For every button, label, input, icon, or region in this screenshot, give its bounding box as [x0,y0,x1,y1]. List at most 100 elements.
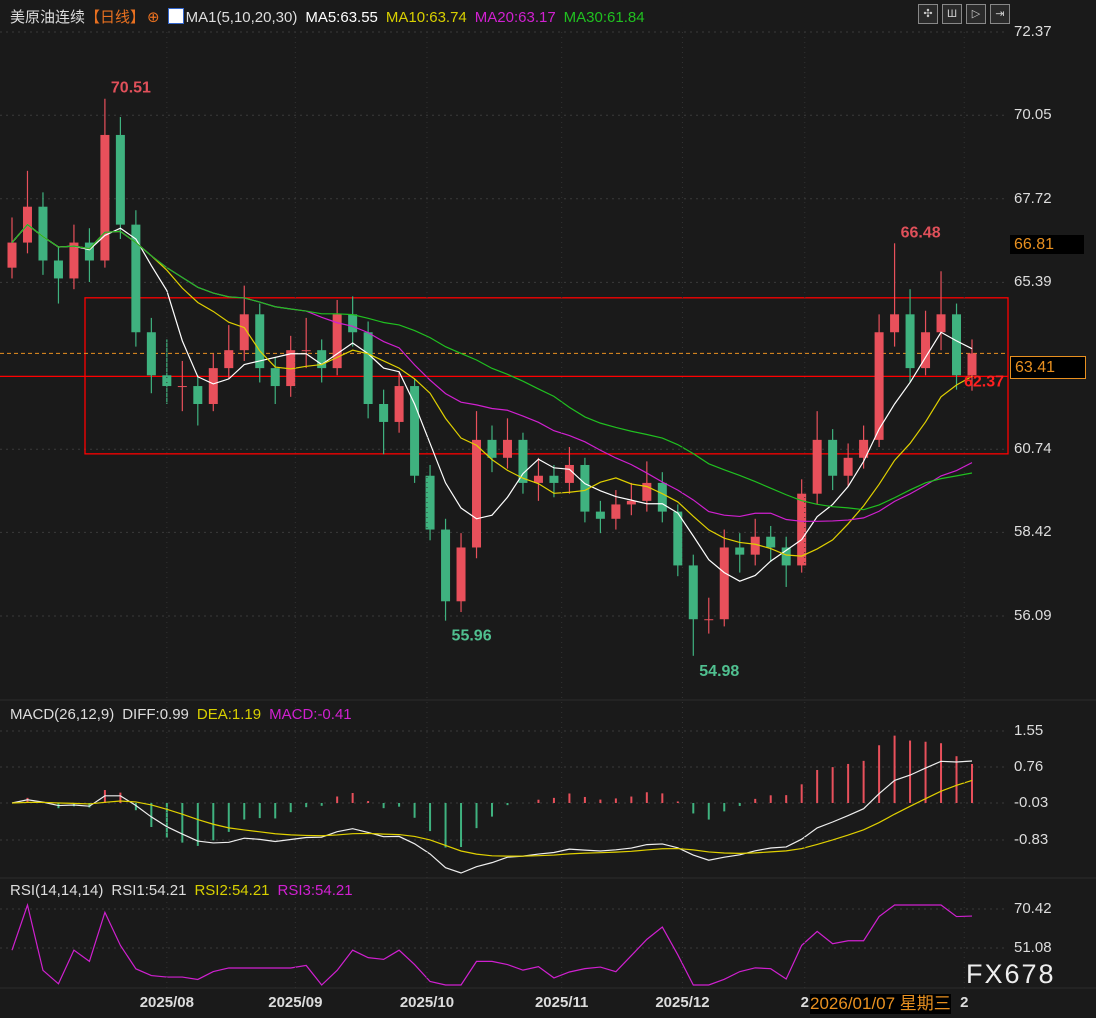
candle-body [441,529,451,602]
crosshair-date-tooltip: 2026/01/07 星期三 [810,994,951,1014]
ma10-line [11,223,973,557]
macd-header: MACD(26,12,9) DIFF:0.99 DEA:1.19 MACD:-0.41 [10,706,360,723]
rsi1-value: RSI1:54.21 [111,882,187,899]
candle-body [905,314,915,369]
candle-body [502,439,512,458]
candle-body [286,350,296,387]
chart-header: 美原油连续【日线】 ⊕ MA1(5,10,20,30) MA5:63.55 MA10:6… [10,6,653,27]
price-annotation: 70.51 [111,80,151,97]
candle-body [533,475,543,483]
macd-tick-label: 0.76 [1014,758,1044,775]
price-tick-label: 65.39 [1014,273,1052,291]
ma10-value: MA10:63.74 [385,9,467,26]
candle-body [549,475,559,483]
price-tick-label: 58.42 [1014,523,1052,541]
last-price-label: 63.41 [1010,356,1087,379]
date-tick-label: 2025/10 [399,994,455,1011]
candle-body [7,242,17,268]
macd-dea-line [11,779,973,857]
ma30-value: MA30:61.84 [563,9,645,26]
macd-tick-label: -0.83 [1014,831,1049,848]
macd-value: MACD:-0.41 [269,706,352,723]
candle-body [348,314,358,333]
candle-body [859,439,869,458]
candle-body [657,482,667,512]
date-tick-label: 2025/11 [534,994,589,1011]
rsi2-value: RSI2:54.21 [194,882,270,899]
zoom-button[interactable]: Ш [942,4,962,24]
macd-diff-line [11,760,973,874]
candle-body [719,547,729,620]
candle-body [595,511,605,519]
candle-body [131,224,141,333]
crosshair-button[interactable]: ✣ [918,4,938,24]
candle-body [363,332,373,404]
settings-icon[interactable]: ⊕ [147,9,160,26]
price-tick-label: 70.05 [1014,106,1052,124]
ma5-value: MA5:63.55 [305,9,378,26]
price-annotation: 55.96 [452,628,492,645]
ma5-line [11,223,973,582]
candle-body [379,403,389,422]
candle-body [564,464,574,483]
macd-diff: DIFF:0.99 [122,706,189,723]
candle-body [580,464,590,512]
candle-body [766,536,776,548]
rsi-tick-label: 51.08 [1014,939,1052,956]
candle-body [425,475,435,530]
candle-body [518,439,528,483]
ma30-line [11,223,973,511]
candle-body [874,332,884,440]
candle-body [115,134,125,225]
ma20-value: MA20:63.17 [474,9,556,26]
candle-body [967,353,977,376]
candle-body [673,511,683,566]
candle-body [84,242,94,261]
candle-body [472,439,482,548]
price-tick-label: 67.72 [1014,189,1052,207]
indicator-icon[interactable] [167,8,184,24]
date-tick-label: 2025/12 [655,994,710,1011]
period-label[interactable]: 【日线】 [85,9,146,26]
play-button[interactable]: ▷ [966,4,986,24]
candle-body [812,439,822,494]
macd-tick-label: 1.55 [1014,722,1044,739]
candle-body [626,500,636,505]
macd-name: MACD(26,12,9) [10,706,115,723]
price-tick-label: 60.74 [1014,440,1052,458]
marker-price-label: 66.81 [1010,235,1085,254]
candle-body [921,332,931,369]
candle-body [162,375,172,387]
candle-body [53,260,63,279]
candle-body [224,350,234,369]
candle-body [781,547,791,566]
candle-body [936,314,946,333]
price-tick-label: 56.09 [1014,607,1052,624]
candle-body [410,386,420,476]
candle-body [255,314,265,369]
candle-body [735,547,745,555]
candle-body [456,547,466,602]
macd-tick-label: -0.03 [1014,794,1049,811]
candle-body [38,206,48,261]
watermark: FX678 [966,959,1056,989]
date-tick-label: 2 [800,994,809,1011]
candle-body [317,350,327,369]
ma20-line [11,223,973,522]
candle-body [642,482,652,501]
candle-body [177,386,187,388]
forward-button[interactable]: ⇥ [990,4,1010,24]
candle-body [952,314,962,376]
candle-body [704,619,714,621]
candle-body [797,493,807,566]
symbol-name: 美原油连续 [10,9,86,26]
candle-body [890,314,900,333]
rsi-header: RSI(14,14,14) RSI1:54.21 RSI2:54.21 RSI3:54… [10,882,361,899]
candle-body [750,536,760,555]
ma-indicator-name: MA1(5,10,20,30) [185,9,298,26]
candle-body [611,504,621,519]
candle-body [69,242,79,279]
candle-body [828,439,838,476]
macd-dea: DEA:1.19 [196,706,262,723]
